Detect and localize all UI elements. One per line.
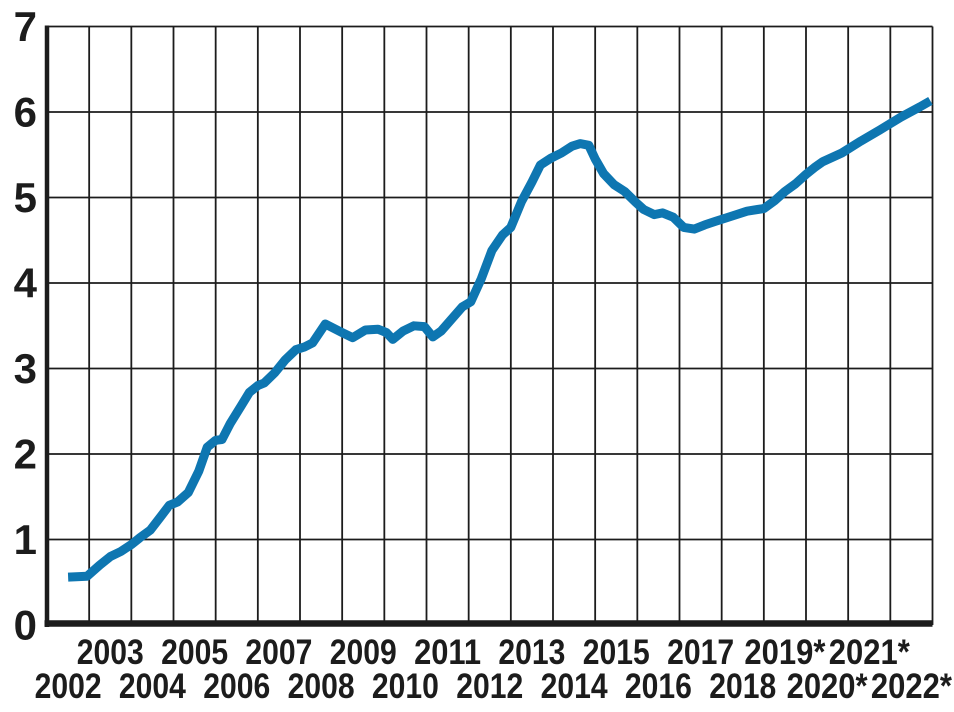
- y-tick-label: 7: [14, 3, 37, 50]
- y-tick-label: 0: [14, 602, 37, 649]
- x-tick-label: 2009: [330, 633, 397, 672]
- y-tick-label: 5: [14, 174, 37, 221]
- x-tick-label: 2012: [456, 667, 523, 706]
- x-tick-label: 2007: [245, 633, 312, 672]
- x-tick-label: 2018: [709, 667, 776, 706]
- x-tick-label: 2008: [288, 667, 355, 706]
- x-tick-label: 2019*: [744, 633, 825, 672]
- data-line: [67, 96, 933, 582]
- x-tick-label: 2022*: [871, 667, 952, 706]
- x-tick-label: 2017: [667, 633, 734, 672]
- x-tick-label: 2005: [161, 633, 228, 672]
- x-tick-label: 2011: [414, 633, 481, 672]
- y-tick-label: 4: [14, 260, 38, 307]
- x-tick-label: 2013: [498, 633, 565, 672]
- x-tick-label: 2020*: [787, 667, 868, 706]
- x-tick-label: 2015: [583, 633, 650, 672]
- y-tick-label: 6: [14, 89, 37, 136]
- x-tick-label: 2003: [77, 633, 144, 672]
- y-tick-label: 3: [14, 345, 37, 392]
- x-tick-label: 2016: [625, 667, 692, 706]
- x-tick-label: 2014: [541, 667, 608, 706]
- x-tick-label: 2002: [35, 667, 102, 706]
- x-tick-label: 2021*: [829, 633, 910, 672]
- x-tick-label: 2010: [372, 667, 439, 706]
- x-tick-label: 2006: [203, 667, 270, 706]
- y-tick-label: 1: [14, 516, 37, 563]
- y-tick-label: 2: [14, 431, 37, 478]
- x-tick-label: 2004: [119, 667, 186, 706]
